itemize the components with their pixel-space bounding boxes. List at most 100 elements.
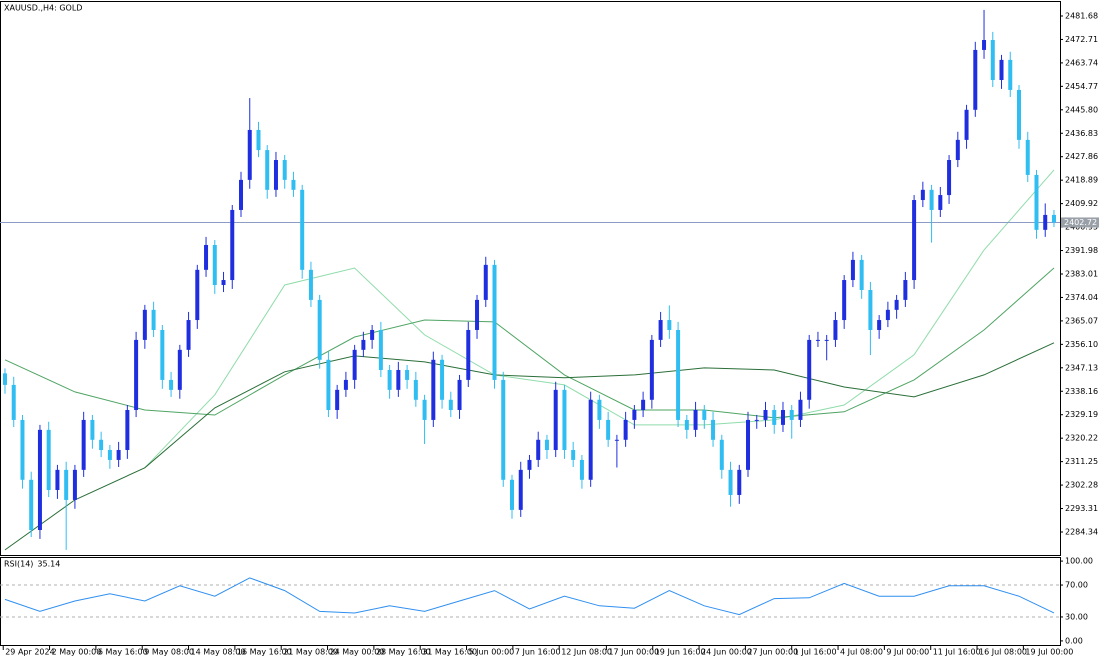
candle-body (553, 389, 558, 450)
x-tick-label: 21 May 08:00 (283, 648, 338, 657)
candle-body (448, 399, 453, 410)
moving-average (4, 342, 1055, 551)
candle-body (842, 280, 847, 321)
candle-body (107, 449, 112, 460)
rsi-y-tick-label: 100.00 (1065, 557, 1093, 566)
candle-body (807, 339, 812, 400)
candle-body (877, 320, 882, 330)
candle-body (798, 399, 803, 420)
y-tick-label: 2383.01 (1065, 269, 1098, 278)
candle-body (929, 189, 934, 210)
y-tick-label: 2302.28 (1065, 481, 1098, 490)
candle-body (859, 259, 864, 290)
candle-body (466, 329, 471, 380)
candle-body (326, 359, 331, 410)
candle-body (256, 129, 261, 151)
y-tick-label: 2365.07 (1065, 316, 1098, 325)
x-tick-label: 19 Jun 16:00 (655, 648, 706, 657)
x-tick-label: 7 Jun 16:00 (515, 648, 561, 657)
candle-body (719, 439, 724, 470)
candle-body (90, 419, 95, 440)
candle-body (667, 320, 672, 330)
x-tick-label: 24 Jun 00:00 (701, 648, 752, 657)
candle-body (955, 139, 960, 161)
x-tick-label: 29 Apr 2024 (5, 648, 54, 657)
main-panel-frame (0, 1, 1061, 556)
candle-body (265, 150, 270, 190)
candle-body (1051, 214, 1056, 223)
last-price-box (1061, 217, 1099, 228)
candle-body (335, 389, 340, 410)
candle-body (239, 179, 244, 210)
candle-body (317, 299, 322, 360)
y-tick-label: 2436.83 (1065, 129, 1098, 138)
y-tick-label: 2356.10 (1065, 340, 1098, 349)
candle-body (623, 419, 628, 440)
candle-body (885, 309, 890, 321)
y-tick-label: 2481.68 (1065, 11, 1098, 20)
candle-body (815, 339, 820, 341)
candle-body (912, 200, 917, 281)
candle-body (894, 299, 899, 310)
candle-body (72, 469, 77, 500)
candle-body (212, 244, 217, 285)
candle-body (300, 189, 305, 270)
candle-body (850, 259, 855, 281)
candle-body (291, 179, 296, 190)
candle-body (571, 449, 576, 460)
candle-body (475, 299, 480, 330)
candle-body (370, 329, 375, 340)
y-tick-label: 2284.34 (1065, 527, 1098, 536)
candle-body (134, 339, 139, 410)
candle-body (658, 320, 663, 340)
x-tick-label: 5 Jun 00:00 (469, 648, 515, 657)
candle-body (405, 369, 410, 380)
candle-body (632, 409, 637, 420)
candle-body (81, 419, 86, 470)
candle-body (46, 429, 51, 490)
candle-body (527, 459, 532, 470)
candle-body (204, 244, 209, 270)
candle-body (160, 329, 165, 380)
candle-body (1017, 89, 1022, 140)
candle-body (282, 160, 287, 180)
candle-body (606, 419, 611, 440)
x-tick-label: 6 May 16:00 (98, 648, 148, 657)
candle-body (483, 264, 488, 300)
candle-body (833, 320, 838, 340)
y-tick-label: 2391.98 (1065, 246, 1098, 255)
rsi-value: 35.14 (37, 560, 60, 569)
candle-body (509, 479, 514, 510)
y-tick-label: 2454.77 (1065, 82, 1098, 91)
candle-body (999, 59, 1004, 80)
x-tick-label: 9 May 08:00 (144, 648, 194, 657)
candle-body (676, 329, 681, 420)
candle-body (920, 189, 925, 201)
x-tick-label: 27 Jun 00:00 (747, 648, 798, 657)
candle-body (492, 264, 497, 380)
candle-body (544, 439, 549, 450)
candle-body (684, 419, 689, 430)
candle-body (990, 39, 995, 80)
x-tick-label: 9 Jul 00:00 (886, 648, 929, 657)
x-tick-label: 16 Jul 08:00 (979, 648, 1027, 657)
candle-body (772, 409, 777, 425)
candle-body (169, 379, 174, 390)
rsi-y-tick-label: 70.00 (1065, 581, 1088, 590)
candle-body (711, 419, 716, 440)
candle-body (588, 399, 593, 480)
rsi-y-tick-label: 0.00 (1065, 636, 1083, 645)
candle-body (947, 160, 952, 196)
candle-body (982, 39, 987, 50)
candle-body (99, 439, 104, 450)
x-tick-label: 17 Jun 00:00 (608, 648, 659, 657)
candle-body (536, 439, 541, 460)
candle-body (789, 409, 794, 420)
x-tick-label: 28 May 16:00 (376, 648, 431, 657)
candle-body (29, 479, 34, 531)
candle-body (1043, 214, 1048, 230)
candle-body (728, 469, 733, 495)
candle-body (361, 339, 366, 350)
chart-title: XAUUSD.,H4: GOLD (4, 4, 82, 13)
